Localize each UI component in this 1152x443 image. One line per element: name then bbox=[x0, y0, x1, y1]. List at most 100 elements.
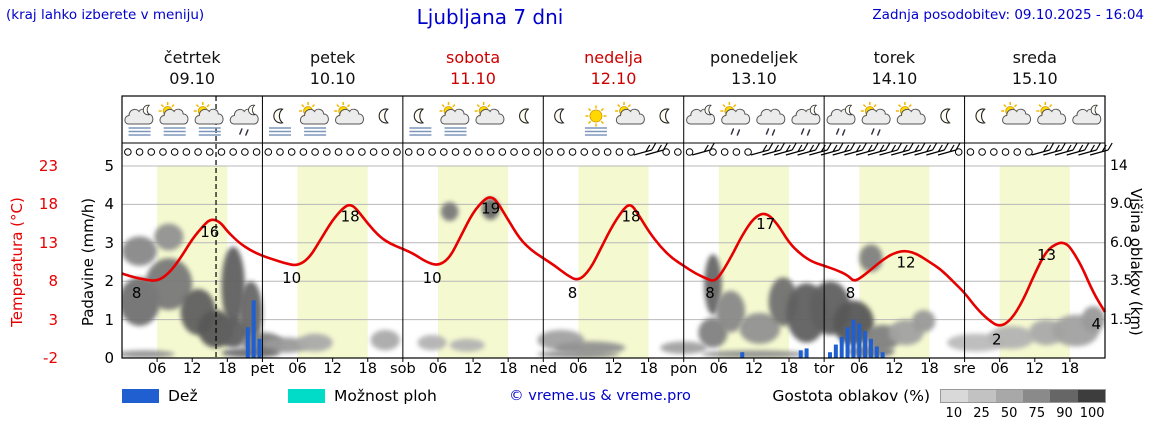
moon-icon bbox=[142, 104, 151, 116]
weather-icon bbox=[193, 102, 224, 136]
cloud-cover-circle bbox=[241, 148, 249, 156]
cloud-axis-tick: 6.0 bbox=[1110, 234, 1133, 251]
day-name-label: nedelja bbox=[584, 48, 643, 67]
cloud-blob bbox=[739, 312, 781, 344]
temp-axis-tick: 3 bbox=[48, 310, 58, 329]
moon-icon bbox=[1090, 104, 1099, 116]
drizzle-icon bbox=[835, 128, 846, 136]
cloud-icon bbox=[1002, 108, 1032, 125]
cloud-cover-circle bbox=[135, 148, 144, 156]
cloud-cover-circle bbox=[404, 148, 413, 156]
x-axis-day-label: tor bbox=[813, 361, 835, 377]
weather-icon bbox=[940, 108, 951, 124]
day-name-label: petek bbox=[309, 48, 356, 67]
cloud-cover-circle bbox=[580, 148, 589, 156]
cloud-cover-circle bbox=[990, 148, 998, 156]
weather-icon bbox=[860, 102, 891, 136]
cloud-icon bbox=[721, 108, 751, 125]
cloud-blob bbox=[715, 290, 746, 333]
cloud-icon bbox=[440, 108, 470, 125]
density-tick-label: 100 bbox=[1079, 406, 1105, 421]
wind-barb bbox=[1043, 142, 1066, 156]
density-tick-label: 75 bbox=[1028, 406, 1046, 421]
cloud-axis-tick: 1.5 bbox=[1110, 311, 1133, 328]
drizzle-icon bbox=[730, 128, 741, 136]
cloud-cover-circle bbox=[966, 148, 975, 156]
cloud-cover-circle bbox=[674, 148, 682, 156]
cloud-cover-circle bbox=[475, 148, 483, 156]
weather-icon bbox=[409, 108, 432, 136]
density-cell bbox=[941, 390, 969, 402]
rain-bar bbox=[874, 346, 879, 358]
cloud-cover-circle bbox=[568, 148, 577, 156]
rain-bar bbox=[863, 331, 868, 358]
precip-axis-tick: 0 bbox=[104, 349, 114, 367]
page-title: Ljubljana 7 dni bbox=[416, 5, 564, 29]
cloud-axis-tick: 3.5 bbox=[1110, 273, 1133, 290]
cloud-cover-circle bbox=[978, 148, 986, 156]
weather-icon bbox=[299, 102, 329, 136]
precip-axis-tick: 3 bbox=[104, 233, 114, 252]
cloud-cover-circle bbox=[170, 148, 179, 156]
rain-bar bbox=[880, 352, 885, 358]
cloud-cover-circle bbox=[545, 148, 553, 156]
precip-axis-tick: 1 bbox=[104, 310, 114, 329]
cloud-icon bbox=[159, 108, 189, 125]
temperature-value-label: 10 bbox=[282, 269, 301, 287]
cloud-cover-circle bbox=[182, 148, 191, 156]
moon-icon bbox=[704, 104, 712, 116]
cloud-cover-circle bbox=[627, 148, 635, 156]
temperature-value-label: 8 bbox=[705, 284, 715, 302]
x-axis-hour-label: 06 bbox=[569, 361, 588, 377]
temp-axis-tick: 8 bbox=[48, 272, 58, 291]
x-axis-hour-label: 18 bbox=[779, 361, 799, 377]
cloud-cover-circle bbox=[217, 148, 226, 156]
x-axis-hour-label: 12 bbox=[604, 361, 623, 377]
cloud-blob bbox=[262, 337, 310, 353]
drizzle-icon bbox=[239, 128, 249, 136]
moon-icon bbox=[519, 108, 530, 124]
weather-icon bbox=[895, 102, 926, 125]
cloud-icon bbox=[615, 108, 645, 125]
cloud-cover-circle bbox=[264, 148, 273, 156]
cloud-blob bbox=[417, 334, 447, 351]
cloud-blob bbox=[481, 198, 500, 220]
showers-legend-swatch bbox=[288, 389, 325, 403]
x-axis-hour-label: 06 bbox=[428, 361, 448, 377]
wind-barb bbox=[902, 142, 926, 156]
drizzle-icon bbox=[765, 128, 776, 136]
x-axis-day-label: pon bbox=[670, 361, 698, 377]
cloud-blob bbox=[221, 347, 280, 358]
day-date-label: 11.10 bbox=[450, 69, 496, 88]
cloud-icon bbox=[299, 108, 329, 125]
cloud-cover-circle bbox=[440, 148, 448, 156]
wind-barb bbox=[926, 142, 949, 156]
cloud-cover-circle bbox=[229, 148, 237, 156]
density-cell bbox=[1050, 390, 1078, 402]
day-date-label: 13.10 bbox=[731, 69, 777, 88]
location-hint: (kraj lahko izberete v meniju) bbox=[6, 7, 205, 23]
sun-icon bbox=[589, 109, 603, 123]
copyright-link[interactable]: © vreme.us & vreme.pro bbox=[509, 388, 691, 404]
cloud-cover-circle bbox=[954, 148, 963, 156]
temperature-value-label: 10 bbox=[423, 269, 442, 287]
x-axis-day-label: sob bbox=[390, 361, 416, 377]
cloud-cover-circle bbox=[416, 148, 425, 156]
wind-barb bbox=[1078, 142, 1101, 156]
wind-barb bbox=[633, 142, 657, 156]
temperature-value-label: 18 bbox=[622, 207, 641, 225]
weather-icon bbox=[1072, 104, 1102, 125]
weather-icon bbox=[124, 104, 154, 136]
cloud-cover-circle bbox=[159, 148, 167, 156]
rain-bar bbox=[740, 352, 745, 358]
x-axis-hour-label: 18 bbox=[639, 361, 658, 377]
rain-bar bbox=[868, 338, 873, 358]
cloud-icon bbox=[896, 108, 926, 125]
cloud-axis-tick: 14 bbox=[1110, 158, 1128, 174]
density-tick-label: 50 bbox=[1000, 406, 1018, 421]
cloud-cover-circle bbox=[287, 148, 296, 156]
temperature-value-label: 16 bbox=[200, 223, 219, 241]
weather-icon bbox=[334, 102, 365, 125]
cloud-cover-circle bbox=[615, 148, 624, 156]
cloud-cover-circle bbox=[147, 148, 156, 156]
